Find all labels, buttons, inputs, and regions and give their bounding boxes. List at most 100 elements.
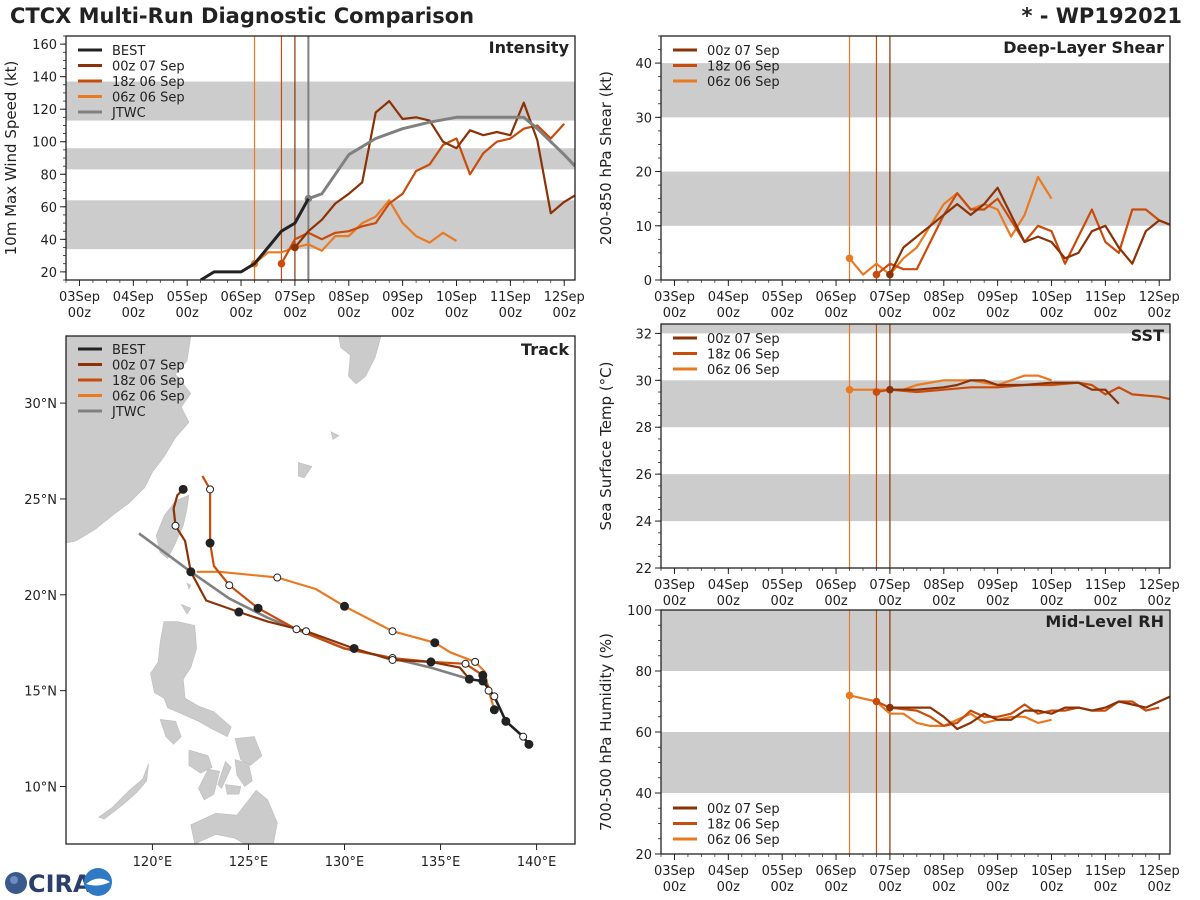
- rh-ytick-label: 40: [635, 787, 652, 802]
- storm-id-label: * - WP192021: [1021, 4, 1182, 28]
- track-ytick-label: 30°N: [24, 397, 57, 412]
- rh-xtick-hour: 00z: [663, 880, 687, 895]
- rh-series-start-18z-06-sep: [872, 697, 881, 706]
- intensity-band-2: [66, 81, 575, 121]
- sst-xtick-hour: 00z: [1094, 594, 1118, 609]
- sst-series-18z-06-sep: [876, 381, 1170, 401]
- rh-ytick-label: 20: [635, 848, 652, 863]
- sst-ytick-label: 28: [635, 421, 652, 436]
- sst-xtick-hour: 00z: [824, 594, 848, 609]
- intensity-xtick-date: 05Sep: [167, 290, 208, 305]
- sst-ytick-label: 30: [635, 374, 652, 389]
- track-legend-label-best: BEST: [112, 343, 145, 358]
- shear-ytick-label: 0: [644, 274, 652, 289]
- shear-xtick-date: 05Sep: [762, 290, 803, 305]
- track-point-18z-06-sep: [292, 625, 301, 634]
- shear-xtick-hour: 00z: [986, 306, 1010, 321]
- land-leyte: [234, 759, 253, 787]
- land-negros: [198, 768, 221, 801]
- track-point-06z-06-sep: [489, 705, 499, 715]
- land-bohol: [225, 784, 242, 795]
- rh-xtick-hour: 00z: [932, 880, 956, 895]
- sst-ytick-label: 26: [635, 468, 652, 483]
- sst-xtick-hour: 00z: [1040, 594, 1064, 609]
- rh-xtick-date: 07Sep: [869, 864, 910, 879]
- rh-xtick-date: 11Sep: [1085, 864, 1126, 879]
- rh-xtick-date: 03Sep: [654, 864, 695, 879]
- track-series-06z-06-sep: [196, 570, 496, 711]
- cira-logo-globe-highlight: [10, 876, 18, 884]
- track-ytick-label: 10°N: [24, 780, 57, 795]
- intensity-xtick-date: 06Sep: [221, 290, 262, 305]
- track-point-06z-06-sep: [484, 686, 493, 695]
- intensity-xtick-hour: 00z: [176, 306, 200, 321]
- sst-xtick-date: 09Sep: [977, 578, 1018, 593]
- sst-xtick-hour: 00z: [663, 594, 687, 609]
- track-point-06z-06-sep: [340, 601, 350, 611]
- sst-series-00z-07-sep: [889, 379, 1120, 405]
- rh-plot-area: [661, 610, 1170, 854]
- intensity-ytick-label: 100: [32, 136, 57, 151]
- intensity-series-18z-06-sep: [280, 123, 566, 265]
- rh-series-00z-07-sep: [889, 695, 1170, 731]
- intensity-xtick-date: 10Sep: [436, 290, 477, 305]
- track-xtick-label: 125°E: [229, 855, 269, 870]
- sst-xtick-date: 10Sep: [1031, 578, 1072, 593]
- rh-xtick-hour: 00z: [771, 880, 795, 895]
- land-mindanao: [190, 789, 278, 844]
- sst-xtick-date: 03Sep: [654, 578, 695, 593]
- rh-ylabel: 700-500 hPa Humidity (%): [597, 633, 615, 831]
- rh-band-0: [661, 732, 1170, 793]
- intensity-legend-label-best: BEST: [112, 44, 145, 59]
- shear-series-start-18z-06-sep: [872, 270, 881, 279]
- intensity-xtick-date: 09Sep: [382, 290, 423, 305]
- rh-xtick-date: 08Sep: [923, 864, 964, 879]
- rh-xtick-date: 04Sep: [708, 864, 749, 879]
- land-kyushu: [338, 336, 382, 385]
- intensity-band-1: [66, 148, 575, 170]
- track-point-06z-06-sep: [388, 627, 397, 636]
- intensity-series-jtwc: [307, 115, 575, 201]
- page-title: CTCX Multi-Run Diagnostic Comparison: [10, 4, 475, 28]
- rh-xtick-date: 12Sep: [1139, 864, 1180, 879]
- land-samar: [234, 736, 263, 766]
- track-point-best: [464, 674, 474, 684]
- track-legend-label-jtwc: JTWC: [111, 405, 146, 420]
- track-point-06z-06-sep: [471, 657, 480, 666]
- sst-xtick-hour: 00z: [717, 594, 741, 609]
- track-point-best: [490, 692, 499, 701]
- shear-xtick-hour: 00z: [1094, 306, 1118, 321]
- track-xtick-label: 120°E: [133, 855, 173, 870]
- intensity-xtick-hour: 00z: [445, 306, 469, 321]
- track-point-18z-06-sep: [461, 659, 470, 668]
- sst-xtick-hour: 00z: [878, 594, 902, 609]
- sst-xtick-hour: 00z: [986, 594, 1010, 609]
- intensity-xtick-hour: 00z: [283, 306, 307, 321]
- sst-xtick-date: 05Sep: [762, 578, 803, 593]
- rh-band-1: [661, 610, 1170, 671]
- intensity-series-00z-07-sep: [294, 99, 575, 249]
- track-point-best: [501, 716, 511, 726]
- track-ytick-label: 15°N: [24, 685, 57, 700]
- track-point-18z-06-sep: [225, 581, 234, 590]
- shear-ytick-label: 20: [635, 166, 652, 181]
- track-ytick-label: 20°N: [24, 589, 57, 604]
- shear-xtick-date: 04Sep: [708, 290, 749, 305]
- intensity-ytick-label: 60: [40, 201, 57, 216]
- sst-band-1: [661, 380, 1170, 428]
- track-point-00z-07-sep: [349, 643, 359, 653]
- sst-xtick-date: 07Sep: [869, 578, 910, 593]
- track-point-18z-06-sep: [205, 538, 215, 548]
- rh-xtick-hour: 00z: [824, 880, 848, 895]
- shear-band-0: [661, 171, 1170, 226]
- rh-xtick-hour: 00z: [717, 880, 741, 895]
- shear-band-1: [661, 63, 1170, 118]
- intensity-plot-area: [66, 36, 575, 280]
- sst-legend-label-06z-06-sep: 06z 06 Sep: [707, 363, 780, 378]
- rh-xtick-hour: 00z: [1040, 880, 1064, 895]
